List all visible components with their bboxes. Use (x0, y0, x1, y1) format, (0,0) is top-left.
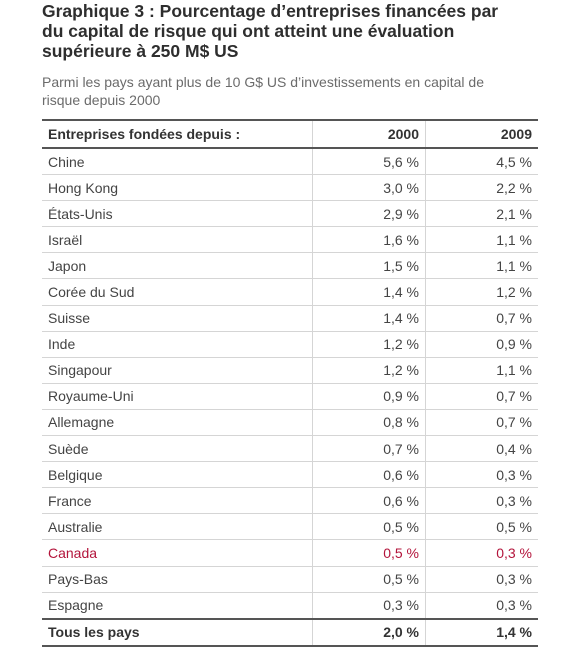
table-header: Entreprises fondées depuis : 2000 2009 (42, 119, 538, 149)
row-value-2000: 1,5 % (312, 252, 426, 280)
table-row: Hong Kong 3,0 % 2,2 % (42, 174, 538, 202)
row-label: Inde (42, 331, 313, 358)
row-value-2000: 3,0 % (312, 174, 426, 202)
row-value-2000: 0,5 % (312, 513, 426, 541)
table-row: Chine 5,6 % 4,5 % (42, 148, 538, 176)
row-value-2000: 1,6 % (312, 226, 426, 254)
row-value-2000: 0,3 % (312, 592, 426, 620)
row-value-2009: 0,3 % (425, 539, 538, 567)
row-value-2000: 0,6 % (312, 461, 426, 489)
row-value-2000: 0,9 % (312, 383, 426, 410)
row-label: Australie (42, 513, 313, 541)
total-label: Tous les pays (42, 617, 313, 647)
row-label: Royaume-Uni (42, 383, 313, 410)
row-value-2009: 0,7 % (425, 383, 538, 410)
table-row: Inde 1,2 % 0,9 % (42, 331, 538, 358)
row-label: Allemagne (42, 409, 313, 437)
table-body: Chine 5,6 % 4,5 % Hong Kong 3,0 % 2,2 % États-… (42, 148, 538, 647)
row-label: Suisse (42, 305, 313, 332)
row-value-2009: 1,1 % (425, 252, 538, 280)
row-value-2009: 1,1 % (425, 357, 538, 384)
header-label-column: Entreprises fondées depuis : (42, 119, 313, 149)
chart-container: Graphique 3 : Pourcentage d’entreprises … (42, 0, 542, 647)
row-value-2000: 5,6 % (312, 148, 426, 176)
row-value-2009: 0,3 % (425, 487, 538, 515)
row-value-2009: 2,2 % (425, 174, 538, 202)
row-value-2009: 1,1 % (425, 226, 538, 254)
total-row: Tous les pays 2,0 % 1,4 % (42, 617, 538, 647)
table-row: Pays-Bas 0,5 % 0,3 % (42, 566, 538, 593)
row-value-2009: 0,3 % (425, 566, 538, 593)
chart-subtitle: Parmi les pays ayant plus de 10 G$ US d’… (42, 74, 485, 108)
row-label: Corée du Sud (42, 278, 313, 306)
row-label: Israël (42, 226, 313, 254)
row-value-2000: 0,8 % (312, 409, 426, 437)
table-row: Japon 1,5 % 1,1 % (42, 252, 538, 280)
total-value-2000: 2,0 % (312, 617, 426, 647)
row-value-2009: 2,1 % (425, 200, 538, 228)
row-value-2000: 2,9 % (312, 200, 426, 228)
row-label: Japon (42, 252, 313, 280)
total-value-2009: 1,4 % (425, 617, 538, 647)
row-label: États-Unis (42, 200, 313, 228)
chart-title: Graphique 3 : Pourcentage d’entreprises … (42, 1, 499, 61)
table-row: Suisse 1,4 % 0,7 % (42, 305, 538, 332)
row-value-2009: 0,4 % (425, 435, 538, 463)
table-row: Allemagne 0,8 % 0,7 % (42, 409, 538, 437)
row-value-2000: 0,5 % (312, 539, 426, 567)
row-value-2009: 0,7 % (425, 305, 538, 332)
row-label: Pays-Bas (42, 566, 313, 593)
table-row: Australie 0,5 % 0,5 % (42, 513, 538, 541)
table-row: Corée du Sud 1,4 % 1,2 % (42, 278, 538, 306)
row-value-2000: 0,7 % (312, 435, 426, 463)
header-2009-column: 2009 (425, 119, 538, 149)
row-label: Espagne (42, 592, 313, 620)
row-label: Singapour (42, 357, 313, 384)
table-row: Israël 1,6 % 1,1 % (42, 226, 538, 254)
table-row: Espagne 0,3 % 0,3 % (42, 592, 538, 620)
row-value-2009: 4,5 % (425, 148, 538, 176)
row-value-2000: 1,2 % (312, 331, 426, 358)
row-value-2009: 0,7 % (425, 409, 538, 437)
row-label: France (42, 487, 313, 515)
row-label: Belgique (42, 461, 313, 489)
table-row: Canada 0,5 % 0,3 % (42, 539, 538, 567)
row-value-2000: 0,5 % (312, 566, 426, 593)
row-label: Chine (42, 148, 313, 176)
row-value-2000: 1,4 % (312, 305, 426, 332)
row-value-2000: 1,4 % (312, 278, 426, 306)
row-value-2000: 0,6 % (312, 487, 426, 515)
header-row: Entreprises fondées depuis : 2000 2009 (42, 119, 538, 149)
row-value-2009: 0,3 % (425, 461, 538, 489)
row-value-2009: 1,2 % (425, 278, 538, 306)
row-value-2000: 1,2 % (312, 357, 426, 384)
row-label: Hong Kong (42, 174, 313, 202)
table-row: Belgique 0,6 % 0,3 % (42, 461, 538, 489)
row-label: Suède (42, 435, 313, 463)
table-row: France 0,6 % 0,3 % (42, 487, 538, 515)
table-row: Singapour 1,2 % 1,1 % (42, 357, 538, 384)
row-value-2009: 0,9 % (425, 331, 538, 358)
data-table: Entreprises fondées depuis : 2000 2009 C… (42, 119, 538, 647)
table-row: Suède 0,7 % 0,4 % (42, 435, 538, 463)
table-row: États-Unis 2,9 % 2,1 % (42, 200, 538, 228)
table-row: Royaume-Uni 0,9 % 0,7 % (42, 383, 538, 410)
row-value-2009: 0,3 % (425, 592, 538, 620)
row-value-2009: 0,5 % (425, 513, 538, 541)
header-2000-column: 2000 (312, 119, 426, 149)
row-label: Canada (42, 539, 313, 567)
